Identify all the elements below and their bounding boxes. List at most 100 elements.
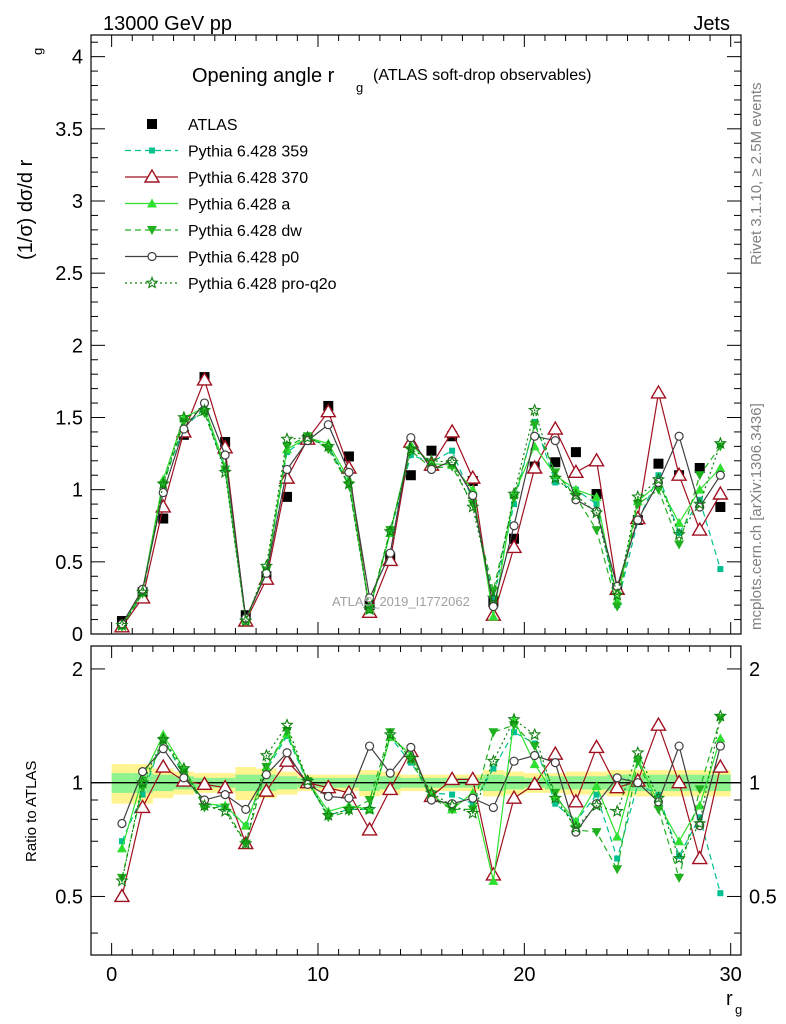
main-point-5-8 (282, 464, 292, 475)
x-tick-label: 30 (720, 964, 742, 986)
ratio-point-4-29 (715, 741, 725, 751)
main-point-2-4 (196, 371, 213, 386)
main-point-6-11 (342, 476, 356, 490)
ratio-point-4-15 (426, 795, 437, 805)
ratio-point-1-12 (361, 821, 378, 836)
ratio-line-2 (121, 717, 721, 881)
ratio-point-5-13 (383, 727, 397, 741)
ratio-point-0-26 (655, 791, 662, 798)
ratio-point-1-4 (196, 775, 213, 791)
legend: ATLAS Pythia 6.428 359 Pythia 6.428 370 Pyt… (125, 117, 337, 293)
ratio-point-3-27 (674, 873, 685, 883)
main-point-6-10 (321, 439, 335, 452)
ratio-point-4-0 (117, 818, 127, 829)
ylabel-main: (1/σ) dσ/d r (15, 159, 37, 260)
main-point-6-26 (651, 472, 666, 486)
rivet-label: Rivet 3.1.10, ≥ 2.5M events (748, 83, 765, 266)
main-point-6-3 (177, 410, 191, 424)
ratio-point-1-26 (650, 716, 667, 731)
main-point-1-21 (552, 479, 559, 486)
ratio-point-1-21 (547, 745, 564, 760)
main-point-0-22 (570, 447, 581, 458)
x-tick-label: 20 (513, 964, 535, 986)
ratio-point-1-17 (464, 771, 481, 786)
main-point-6-14 (404, 442, 418, 455)
ratio-point-4-5 (220, 790, 230, 800)
ratio-point-2-0 (116, 843, 127, 853)
main-point-6-13 (383, 524, 397, 538)
main-point-5-14 (406, 433, 416, 443)
xlabel-sub: g (735, 1002, 742, 1017)
main-point-4-8 (282, 442, 293, 452)
ratio-point-4-14 (406, 742, 416, 752)
main-point-5-15 (426, 464, 437, 475)
ratio-point-1-19 (505, 789, 523, 804)
main-point-6-16 (445, 455, 459, 468)
main-point-2-8 (278, 469, 296, 484)
main-point-2-27 (670, 466, 688, 481)
ratio-point-5-20 (527, 727, 542, 741)
main-point-3-23 (591, 491, 602, 501)
ratio-point-4-10 (323, 791, 333, 801)
y-tick-label: 0 (72, 624, 83, 646)
ratio-point-4-12 (364, 741, 375, 751)
legend-entry-0: ATLAS (147, 117, 238, 134)
main-point-0-14 (405, 470, 416, 481)
ratio-point-0-23 (593, 791, 600, 798)
main-point-6-28 (693, 497, 707, 510)
main-point-5-3 (179, 424, 189, 434)
ratio-point-4-19 (509, 756, 519, 766)
main-point-5-17 (468, 490, 478, 501)
ratio-point-1-13 (381, 781, 399, 796)
main-point-4-25 (632, 500, 643, 510)
ratio-point-1-27 (670, 774, 688, 789)
y-tick-label: 3.5 (55, 119, 83, 141)
ratio-point-4-27 (674, 741, 684, 751)
ratio-point-0-1 (139, 791, 146, 798)
ratio-point-1-23 (588, 739, 605, 754)
legend-entry-1: Pythia 6.428 359 (125, 144, 308, 161)
ratio-point-0-17 (469, 800, 476, 807)
main-point-2-19 (505, 539, 523, 554)
ratio-point-4-8 (282, 748, 292, 758)
ratio-point-5-26 (651, 791, 666, 804)
legend-label-1: Pythia 6.428 359 (188, 144, 308, 161)
main-point-6-6 (239, 613, 253, 627)
legend-entry-6: Pythia 6.428 pro-q2o (125, 275, 337, 293)
ratio-point-0-19 (511, 729, 518, 736)
ratio-y-tick-label-left: 1 (72, 773, 83, 795)
ratio-point-4-18 (488, 802, 498, 813)
main-point-0-2 (158, 513, 169, 524)
legend-entry-5: Pythia 6.428 p0 (125, 250, 299, 267)
ratio-point-4-7 (261, 770, 271, 780)
ratio-point-5-18 (486, 754, 501, 767)
legend-marker-5 (147, 251, 157, 262)
ratio-point-5-22 (569, 820, 583, 834)
main-point-2-28 (691, 521, 708, 536)
ratio-point-1-29 (712, 758, 729, 773)
main-point-6-0 (115, 618, 129, 632)
ratio-point-4-17 (468, 793, 478, 803)
main-point-1-18 (490, 596, 497, 603)
main-point-5-19 (509, 521, 519, 531)
ratio-point-5-8 (280, 718, 294, 731)
ratio-point-5-29 (713, 709, 728, 722)
ratio-y-tick-label-right: 1 (749, 773, 760, 795)
ratio-point-1-8 (278, 752, 296, 767)
main-point-4-20 (529, 420, 540, 430)
main-point-5-10 (323, 420, 333, 430)
ratio-point-2-20 (529, 759, 540, 769)
ratio-point-3-5 (220, 803, 231, 813)
x-tick-label: 10 (307, 964, 329, 986)
main-point-2-21 (547, 420, 564, 435)
main-point-6-25 (631, 489, 645, 503)
legend-label-4: Pythia 6.428 dw (188, 223, 302, 240)
ratio-point-1-2 (155, 758, 172, 773)
main-point-0-8 (282, 491, 293, 502)
title-rest: (ATLAS soft-drop observables) (373, 67, 591, 84)
main-point-6-24 (610, 587, 624, 601)
main-line-2 (121, 378, 721, 628)
main-point-0-19 (509, 533, 520, 544)
main-point-6-23 (589, 505, 604, 519)
ratio-point-1-7 (258, 782, 275, 797)
